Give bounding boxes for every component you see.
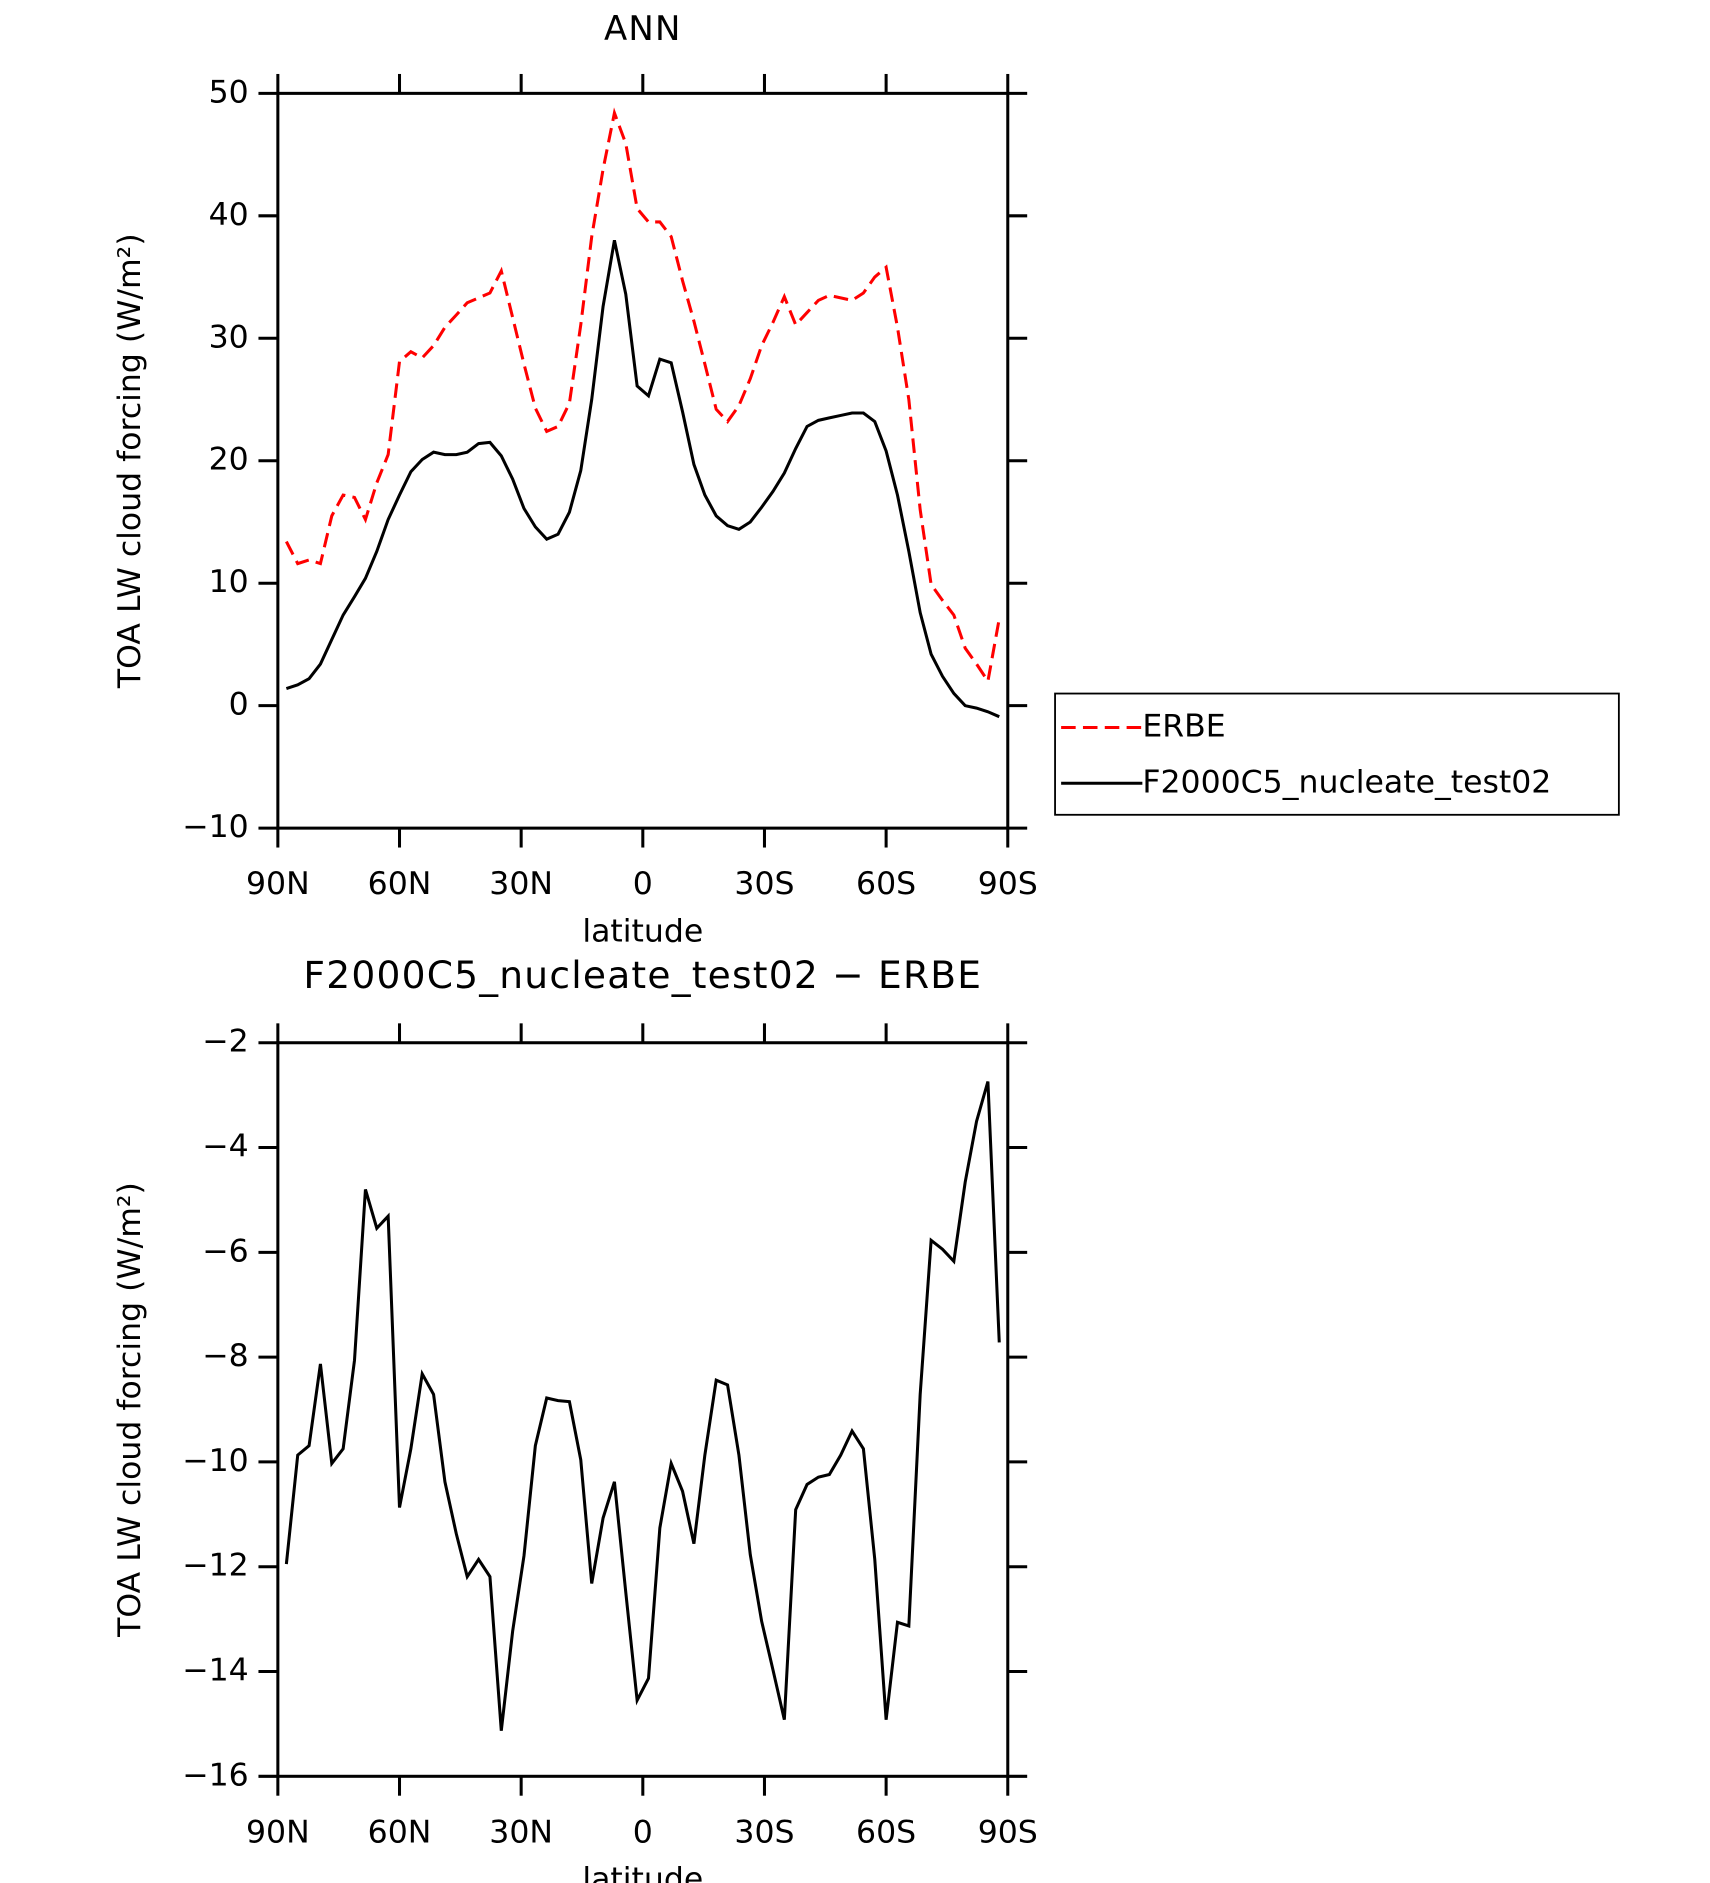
data-line xyxy=(284,1081,1001,1731)
x-tick-label: 90S xyxy=(978,866,1038,902)
x-axis-label: latitude xyxy=(582,1862,703,1883)
x-tick-label: 0 xyxy=(633,866,653,902)
y-axis-label: TOA LW cloud forcing (W/m²) xyxy=(112,233,148,689)
legend-label: ERBE xyxy=(1142,708,1225,744)
x-tick-label: 30N xyxy=(489,1814,553,1850)
panel: ANN −10 0 10 20 30 40 50 90N 60N 30N 0 30S 60S 90S lati… xyxy=(112,9,1620,949)
chart-title: ANN xyxy=(604,9,682,49)
x-tick-label: 0 xyxy=(633,1814,653,1850)
y-tick-label: 20 xyxy=(209,442,249,478)
y-tick-label: 50 xyxy=(209,74,249,110)
y-tick-label: −10 xyxy=(182,809,249,845)
y-tick-label: −6 xyxy=(202,1233,248,1269)
y-tick-label: 0 xyxy=(229,687,249,723)
plot-frame xyxy=(276,91,1010,830)
plot-frame xyxy=(276,1041,1010,1778)
panel: F2000C5_nucleate_test02 − ERBE −16 −14 −12 −… xyxy=(112,953,1038,1883)
x-tick-label: 60S xyxy=(856,1814,916,1850)
x-axis-label: latitude xyxy=(582,913,703,949)
data-line xyxy=(285,240,1000,719)
x-tick-label: 30N xyxy=(489,866,553,902)
y-tick-label: −14 xyxy=(182,1653,249,1689)
x-tick-label: 30S xyxy=(734,1814,794,1850)
x-tick-label: 60S xyxy=(856,866,916,902)
legend-label: F2000C5_nucleate_test02 xyxy=(1142,764,1551,800)
x-tick-label: 90S xyxy=(978,1814,1038,1850)
y-tick-label: −4 xyxy=(202,1129,248,1165)
y-tick-label: −16 xyxy=(182,1757,249,1793)
y-axis-label: TOA LW cloud forcing (W/m²) xyxy=(112,1182,148,1638)
x-tick-label: 90N xyxy=(246,1814,310,1850)
chart-title: F2000C5_nucleate_test02 − ERBE xyxy=(303,953,982,997)
y-tick-label: 30 xyxy=(209,319,249,355)
x-tick-label: 30S xyxy=(734,866,794,902)
y-tick-label: −12 xyxy=(182,1548,249,1584)
x-tick-label: 90N xyxy=(246,866,310,902)
y-tick-label: −10 xyxy=(182,1443,249,1479)
y-tick-label: 10 xyxy=(209,564,249,600)
y-tick-label: −2 xyxy=(202,1024,248,1060)
legend-box xyxy=(1054,692,1620,816)
data-line xyxy=(285,107,1001,686)
x-tick-label: 60N xyxy=(368,866,432,902)
legend: ERBE F2000C5_nucleate_test02 xyxy=(1054,692,1620,816)
y-tick-label: 40 xyxy=(209,197,249,233)
x-tick-label: 60N xyxy=(368,1814,432,1850)
y-tick-label: −8 xyxy=(202,1338,248,1374)
